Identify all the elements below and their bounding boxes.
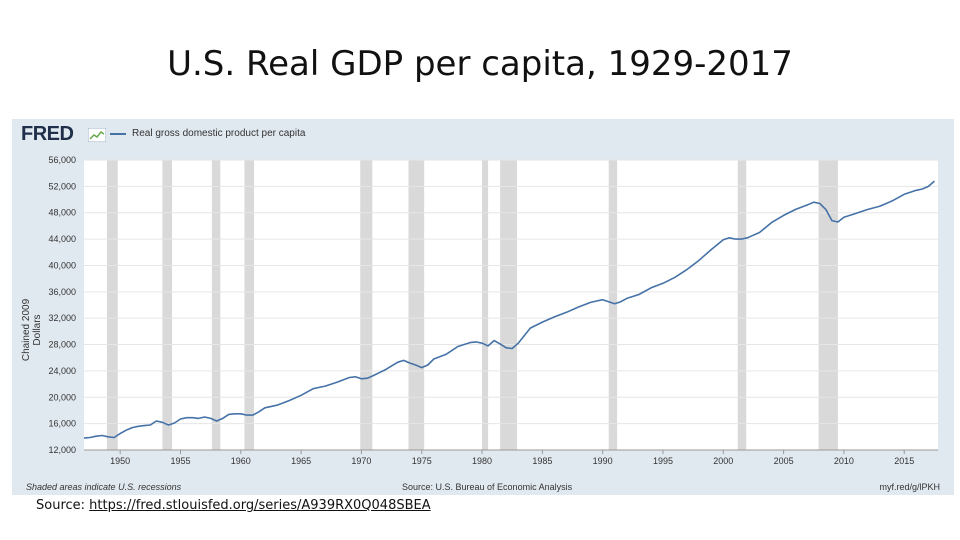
y-tick-label: 52,000 <box>48 181 76 191</box>
x-tick-label: 1965 <box>291 456 311 466</box>
data-source-note: Source: U.S. Bureau of Economic Analysis <box>402 482 573 492</box>
x-tick-label: 1980 <box>472 456 492 466</box>
recession-band <box>818 160 838 450</box>
recession-band <box>608 160 618 450</box>
source-link[interactable]: https://fred.stlouisfed.org/series/A939R… <box>89 498 431 513</box>
y-tick-label: 28,000 <box>48 340 76 350</box>
x-tick-label: 1985 <box>532 456 552 466</box>
recession-band <box>500 160 518 450</box>
y-tick-label: 36,000 <box>48 287 76 297</box>
x-tick-label: 2015 <box>894 456 914 466</box>
x-tick-label: 1995 <box>653 456 673 466</box>
source-prefix: Source: <box>36 498 90 513</box>
y-tick-label: 40,000 <box>48 260 76 270</box>
x-tick-label: 1975 <box>412 456 432 466</box>
short-link: myf.red/g/lPKH <box>879 482 940 492</box>
chart-legend: Real gross domestic product per capita <box>110 128 305 139</box>
series-line <box>83 180 935 439</box>
slide-title: U.S. Real GDP per capita, 1929-2017 <box>167 44 793 84</box>
y-tick-label: 44,000 <box>48 234 76 244</box>
y-tick-label: 16,000 <box>48 419 76 429</box>
recession-band <box>106 160 118 450</box>
line-chart: 12,000 16,000 20,000 24,000 28,000 32,000 36,0… <box>48 155 938 466</box>
recession-band <box>211 160 221 450</box>
legend-label: Real gross domestic product per capita <box>132 128 306 139</box>
recession-band <box>482 160 489 450</box>
y-tick-label: 48,000 <box>48 208 76 218</box>
x-tick-label: 2000 <box>713 456 733 466</box>
x-tick-label: 1970 <box>351 456 371 466</box>
legend-line-swatch <box>110 132 126 135</box>
y-tick-label: 20,000 <box>48 392 76 402</box>
recession-band <box>737 160 747 450</box>
x-tick-label: 1960 <box>231 456 251 466</box>
fred-logo: FRED <box>21 123 74 145</box>
x-tick-label: 1990 <box>593 456 613 466</box>
x-tick-label: 2010 <box>834 456 854 466</box>
recession-band <box>162 160 173 450</box>
x-tick-label: 1955 <box>170 456 190 466</box>
x-tick-label: 2005 <box>774 456 794 466</box>
y-tick-label: 56,000 <box>48 155 76 165</box>
y-tick-label: 32,000 <box>48 313 76 323</box>
y-tick-label: 12,000 <box>48 445 76 455</box>
x-tick-label: 1950 <box>110 456 130 466</box>
recession-band <box>360 160 373 450</box>
fred-chart-icon <box>88 128 106 142</box>
source-citation: Source: https://fred.stlouisfed.org/seri… <box>36 498 431 513</box>
recession-band <box>408 160 425 450</box>
recession-band <box>244 160 255 450</box>
y-tick-label: 24,000 <box>48 366 76 376</box>
fred-graph-panel: FRED Real gross domestic product per cap… <box>12 119 954 495</box>
recession-note: Shaded areas indicate U.S. recessions <box>26 482 182 492</box>
